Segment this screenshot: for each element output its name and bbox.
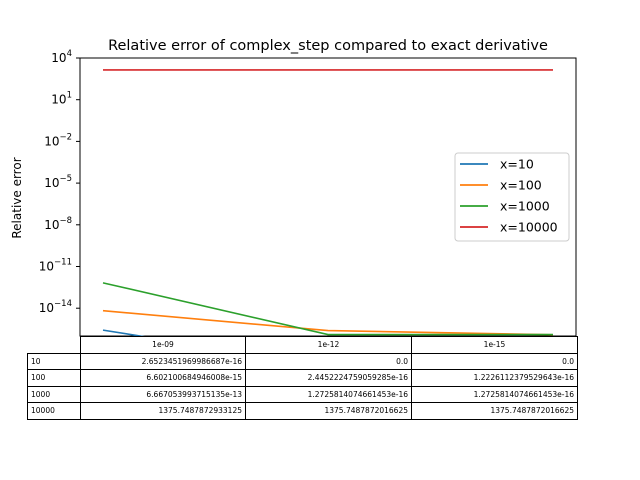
table-col-header: 1e-15 bbox=[411, 336, 578, 354]
y-axis: 104 101 10−2 10−5 10−8 10−11 10−14 bbox=[39, 49, 80, 315]
table-cell: 1.2725814074661453e-16 bbox=[411, 385, 578, 403]
table-cell: 1.2226112379529643e-16 bbox=[411, 369, 578, 387]
table-row: 1000 6.667053993715135e-13 1.27258140746… bbox=[27, 385, 578, 403]
y-tick-label: 10−14 bbox=[39, 299, 72, 315]
y-tick-label: 104 bbox=[51, 49, 72, 65]
series-lines bbox=[102, 69, 554, 336]
legend-label: x=100 bbox=[500, 178, 542, 193]
table-row: 100 6.602100684946008e-15 2.445222475905… bbox=[27, 369, 578, 387]
y-tick-label: 10−8 bbox=[44, 216, 72, 232]
y-tick-label: 10−11 bbox=[39, 258, 72, 274]
table-row-header: 10 bbox=[27, 352, 81, 370]
table-cell: 1375.7487872016625 bbox=[411, 402, 578, 420]
legend-label: x=10 bbox=[500, 157, 534, 172]
table-row-header: 10000 bbox=[27, 402, 81, 420]
series-line-x-1000 bbox=[102, 282, 553, 336]
series-line-x-100 bbox=[102, 309, 554, 336]
y-tick-label: 101 bbox=[51, 91, 72, 107]
table-corner bbox=[28, 337, 81, 354]
legend: x=10 x=100 x=1000 x=10000 bbox=[454, 152, 570, 242]
y-tick-label: 10−2 bbox=[44, 132, 72, 148]
table-cell: 2.4452224759059285e-16 bbox=[245, 369, 412, 387]
table-cell: 0.0 bbox=[245, 352, 412, 370]
table-row-header: 1000 bbox=[27, 385, 81, 403]
plot-area bbox=[79, 57, 577, 337]
table-cell: 1.2725814074661453e-16 bbox=[245, 385, 412, 403]
table-row: 10000 1375.7487872933125 1375.7487872016… bbox=[27, 402, 578, 420]
table-cell: 6.667053993715135e-13 bbox=[80, 385, 246, 403]
table-cell: 1375.7487872933125 bbox=[80, 402, 246, 420]
table-cell: 6.602100684946008e-15 bbox=[80, 369, 246, 387]
table-header-row: 1e-09 1e-12 1e-15 bbox=[28, 336, 578, 354]
y-axis-label: Relative error bbox=[10, 157, 24, 238]
legend-label: x=1000 bbox=[500, 199, 550, 214]
legend-label: x=10000 bbox=[500, 220, 558, 235]
legend-box bbox=[454, 152, 570, 242]
table-row: 10 2.6523451969986687e-16 0.0 0.0 bbox=[27, 352, 578, 370]
table-cell: 1375.7487872016625 bbox=[245, 402, 412, 420]
table-row-header: 100 bbox=[27, 369, 81, 387]
table-col-header: 1e-12 bbox=[245, 336, 412, 354]
chart-title: Relative error of complex_step compared … bbox=[108, 38, 548, 54]
table-cell: 2.6523451969986687e-16 bbox=[80, 352, 246, 370]
data-table: 1e-09 1e-12 1e-15 10 2.6523451969986687e… bbox=[27, 336, 578, 420]
table-col-header: 1e-09 bbox=[80, 336, 246, 354]
y-tick-label: 10−5 bbox=[44, 174, 72, 190]
table-cell: 0.0 bbox=[411, 352, 578, 370]
